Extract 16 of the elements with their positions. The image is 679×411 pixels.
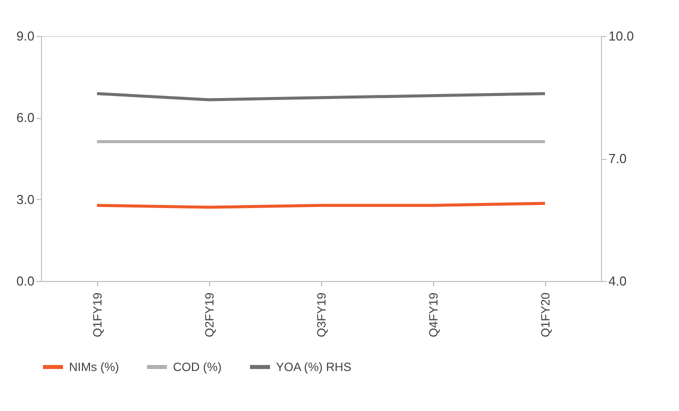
legend-label: COD (%) bbox=[173, 360, 222, 374]
line-series bbox=[96, 92, 546, 102]
y2-tick-label: 10.0 bbox=[608, 28, 634, 44]
y-tick-label: 3.0 bbox=[16, 192, 34, 207]
x-tick-label: Q3FY19 bbox=[314, 292, 328, 338]
x-tick-label: Q1FY19 bbox=[90, 292, 104, 338]
y-tick-label: 9.0 bbox=[16, 28, 34, 44]
x-tick-label: Q2FY19 bbox=[202, 292, 216, 338]
x-tick-label: Q1FY20 bbox=[538, 292, 552, 338]
y-tick-label: 0.0 bbox=[16, 274, 34, 288]
x-tick-label: Q4FY19 bbox=[426, 292, 440, 338]
y2-tick-label: 4.0 bbox=[608, 274, 627, 288]
legend-label: YOA (%) RHS bbox=[276, 360, 352, 374]
y-tick-label: 6.0 bbox=[16, 110, 34, 126]
y2-tick-label: 7.0 bbox=[608, 151, 627, 166]
legend-label: NIMs (%) bbox=[69, 360, 119, 374]
